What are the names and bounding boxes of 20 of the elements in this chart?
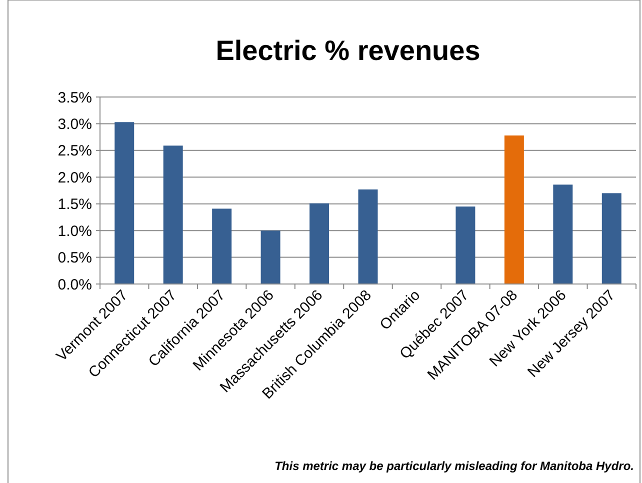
y-tick-label: 2.5%: [58, 142, 92, 160]
bar: [602, 193, 622, 284]
y-tick-label: 3.0%: [58, 116, 92, 133]
y-tick-label: 3.5%: [58, 89, 92, 106]
y-tick-label: 1.0%: [58, 222, 92, 240]
y-tick-label: 1.5%: [58, 196, 92, 214]
y-tick-label: 2.0%: [58, 169, 92, 186]
text: This metric may be particularly misleading for Manitoba Hydro.: [274, 459, 634, 473]
bar: [553, 184, 573, 284]
bar: [358, 189, 378, 284]
bar: [504, 135, 524, 284]
bar: [114, 122, 134, 284]
bar: [260, 230, 280, 284]
y-tick-label: 0.0%: [58, 276, 92, 294]
bar: [456, 206, 476, 284]
bar: [310, 203, 330, 284]
bar: [212, 208, 232, 284]
y-tick-label: 0.5%: [58, 250, 92, 267]
bar: [163, 146, 183, 284]
chart-title: Electric % revenues: [216, 35, 480, 66]
